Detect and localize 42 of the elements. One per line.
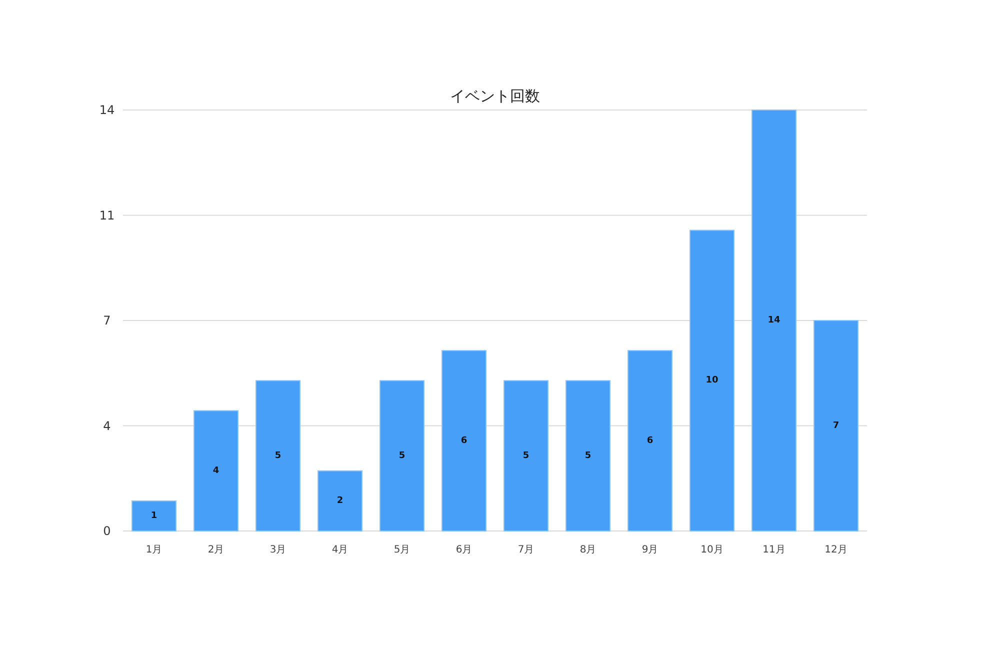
y-tick-label: 11 — [99, 208, 115, 222]
data-label: 5 — [274, 450, 282, 461]
x-tick-label: 4月 — [332, 544, 348, 556]
bar — [503, 380, 549, 532]
x-tick-label: 12月 — [824, 544, 848, 556]
x-tick-label: 6月 — [456, 544, 472, 556]
data-label: 4 — [212, 466, 220, 476]
x-tick-label: 10月 — [700, 544, 724, 556]
bar — [813, 320, 859, 532]
y-tick-label: 7 — [103, 314, 111, 328]
data-label: 6 — [646, 436, 654, 446]
bar — [751, 110, 797, 532]
x-tick-label: 1月 — [146, 544, 162, 556]
data-label: 2 — [336, 496, 344, 506]
bar — [255, 380, 301, 532]
data-label: 6 — [460, 436, 468, 446]
bar — [379, 380, 425, 532]
x-tick-label: 11月 — [762, 544, 786, 556]
x-tick-label: 7月 — [518, 544, 534, 556]
data-label: 10 — [706, 376, 718, 386]
bar — [627, 350, 673, 532]
bar — [441, 350, 487, 532]
x-tick-label: 5月 — [394, 544, 410, 556]
x-tick-label: 3月 — [270, 544, 286, 556]
bar — [317, 470, 363, 532]
y-tick-label: 14 — [99, 103, 115, 117]
x-tick-label: 8月 — [580, 544, 596, 556]
data-label: 5 — [522, 450, 530, 461]
bar — [689, 230, 735, 532]
y-tick-label: 0 — [103, 524, 111, 538]
bar — [193, 410, 239, 532]
x-tick-label: 9月 — [642, 544, 658, 556]
data-label: 7 — [832, 420, 840, 431]
x-tick-label: 2月 — [208, 544, 224, 556]
data-label: 5 — [584, 450, 592, 461]
bar — [131, 500, 177, 532]
data-label: 1 — [150, 510, 158, 521]
chart-title: イベント回数 — [450, 87, 540, 105]
data-label: 14 — [768, 316, 780, 326]
bar — [565, 380, 611, 532]
data-label: 5 — [398, 450, 406, 461]
y-tick-label: 4 — [103, 418, 111, 433]
